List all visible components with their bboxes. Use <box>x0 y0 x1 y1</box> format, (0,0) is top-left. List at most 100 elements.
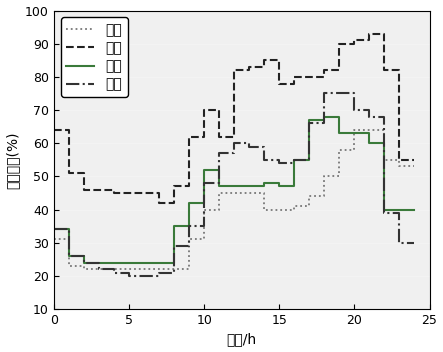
夏季 <box>382 68 387 73</box>
夏季 <box>202 108 207 112</box>
秋季 <box>171 224 177 228</box>
春季 <box>276 207 282 212</box>
春季 <box>307 194 312 199</box>
冬季 <box>111 270 117 275</box>
春季 <box>352 128 357 132</box>
夏季 <box>261 58 267 62</box>
春季 <box>202 207 207 212</box>
夏季 <box>322 68 327 73</box>
夏季 <box>232 68 237 73</box>
春季 <box>156 267 162 271</box>
春季 <box>51 237 57 241</box>
冬季 <box>81 260 86 265</box>
冬季 <box>261 158 267 162</box>
秋季 <box>291 158 297 162</box>
冬季 <box>367 114 372 119</box>
秋季 <box>96 260 101 265</box>
秋季 <box>247 184 252 188</box>
冬季 <box>156 270 162 275</box>
Line: 夏季: 夏季 <box>54 34 415 203</box>
夏季 <box>141 191 147 195</box>
秋季 <box>232 184 237 188</box>
秋季 <box>412 207 417 212</box>
秋季 <box>261 181 267 185</box>
夏季 <box>156 201 162 205</box>
夏季 <box>397 158 402 162</box>
夏季 <box>126 191 132 195</box>
夏季 <box>307 75 312 79</box>
冬季 <box>322 92 327 96</box>
夏季 <box>217 134 222 139</box>
冬季 <box>307 121 312 125</box>
夏季 <box>276 81 282 86</box>
夏季 <box>81 188 86 192</box>
春季 <box>322 174 327 178</box>
秋季 <box>202 168 207 172</box>
夏季 <box>111 191 117 195</box>
夏季 <box>51 128 57 132</box>
春季 <box>96 267 101 271</box>
Line: 春季: 春季 <box>54 130 415 269</box>
春季 <box>291 204 297 208</box>
秋季 <box>217 184 222 188</box>
春季 <box>217 191 222 195</box>
秋季 <box>66 254 71 258</box>
夏季 <box>66 171 71 175</box>
夏季 <box>247 65 252 69</box>
春季 <box>141 267 147 271</box>
冬季 <box>352 108 357 112</box>
春季 <box>247 191 252 195</box>
冬季 <box>66 254 71 258</box>
春季 <box>412 164 417 169</box>
春季 <box>337 148 342 152</box>
秋季 <box>111 260 117 265</box>
X-axis label: 时刻/h: 时刻/h <box>227 332 257 346</box>
春季 <box>382 158 387 162</box>
冬季 <box>337 92 342 96</box>
秋季 <box>322 114 327 119</box>
冬季 <box>232 141 237 145</box>
Line: 冬季: 冬季 <box>54 94 415 276</box>
秋季 <box>397 207 402 212</box>
秋季 <box>126 260 132 265</box>
夏季 <box>337 42 342 46</box>
冬季 <box>141 274 147 278</box>
秋季 <box>352 131 357 136</box>
夏季 <box>291 75 297 79</box>
春季 <box>81 267 86 271</box>
春季 <box>397 164 402 169</box>
秋季 <box>276 184 282 188</box>
冬季 <box>187 224 192 228</box>
秋季 <box>307 118 312 122</box>
Legend: 春季, 夏季, 秋季, 冬季: 春季, 夏季, 秋季, 冬季 <box>61 18 128 97</box>
春季 <box>232 191 237 195</box>
冬季 <box>171 244 177 248</box>
Line: 秋季: 秋季 <box>54 117 415 263</box>
夏季 <box>171 184 177 188</box>
秋季 <box>367 141 372 145</box>
秋季 <box>156 260 162 265</box>
冬季 <box>291 158 297 162</box>
春季 <box>171 267 177 271</box>
冬季 <box>51 227 57 232</box>
冬季 <box>126 274 132 278</box>
春季 <box>367 128 372 132</box>
夏季 <box>352 38 357 43</box>
冬季 <box>397 240 402 245</box>
秋季 <box>81 260 86 265</box>
秋季 <box>337 131 342 136</box>
秋季 <box>51 227 57 232</box>
春季 <box>261 207 267 212</box>
冬季 <box>412 240 417 245</box>
冬季 <box>247 144 252 149</box>
夏季 <box>187 134 192 139</box>
春季 <box>126 267 132 271</box>
Y-axis label: 负荷比例(%): 负荷比例(%) <box>6 131 19 189</box>
春季 <box>111 267 117 271</box>
冬季 <box>202 181 207 185</box>
春季 <box>66 264 71 268</box>
秋季 <box>187 201 192 205</box>
冬季 <box>382 211 387 215</box>
冬季 <box>276 161 282 165</box>
夏季 <box>96 188 101 192</box>
